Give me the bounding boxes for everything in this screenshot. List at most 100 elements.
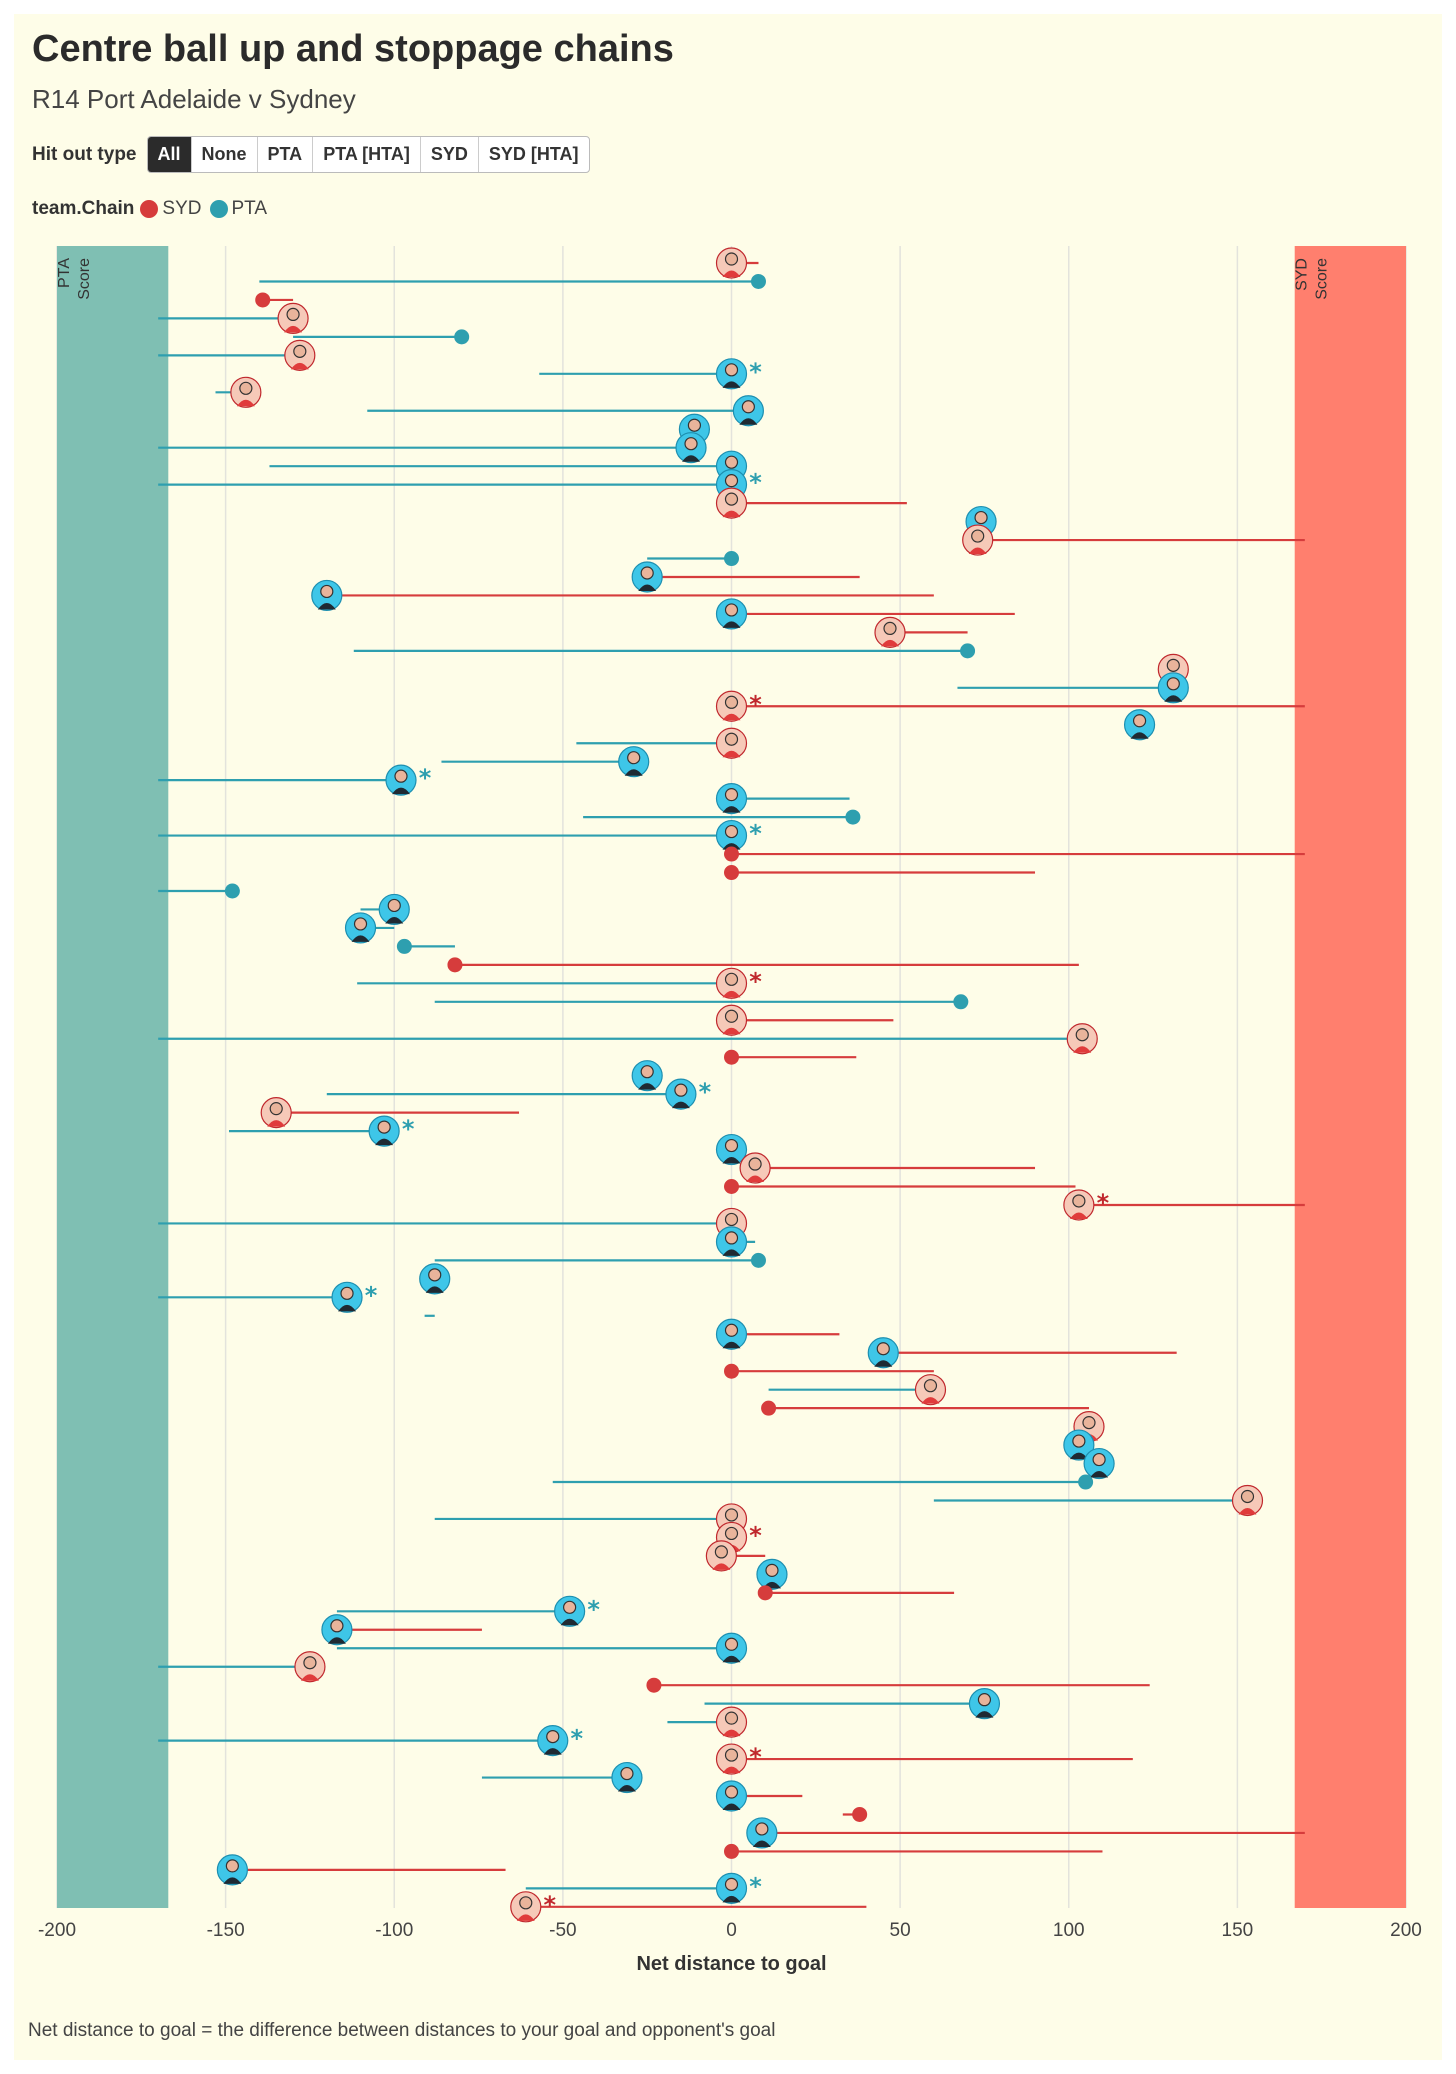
marker-jumper bbox=[722, 1766, 741, 1774]
marker-head bbox=[340, 1286, 354, 1300]
chain-chart: PTA Score SYD Score-200 -150 -100 -50 0 50 100 150… bbox=[38, 246, 1422, 1975]
syd-player-marker bbox=[962, 524, 994, 556]
syd-player-marker bbox=[739, 1152, 771, 1184]
pta-player-marker bbox=[378, 893, 410, 926]
marker-head bbox=[620, 1766, 634, 1781]
syd-end-dot bbox=[724, 865, 739, 881]
marker-head bbox=[714, 1545, 728, 1559]
marker-jumper bbox=[722, 1655, 741, 1663]
marker-jumper bbox=[722, 1895, 741, 1903]
syd-player-marker bbox=[715, 1004, 748, 1036]
syd-end-dot bbox=[757, 1585, 773, 1601]
legend-swatch-syd bbox=[140, 200, 159, 218]
marker-head bbox=[724, 603, 739, 617]
marker-head bbox=[286, 307, 300, 322]
syd-player-marker bbox=[277, 302, 309, 335]
footnote: Net distance to goal = the difference be… bbox=[28, 2020, 776, 2041]
marker-jumper bbox=[223, 1877, 242, 1884]
marker-jumper bbox=[722, 990, 741, 998]
marker-head bbox=[1092, 1452, 1106, 1467]
syd-player-marker bbox=[705, 1540, 737, 1572]
marker-jumper bbox=[300, 1674, 319, 1681]
filter-option-all[interactable]: All bbox=[147, 137, 192, 172]
marker-jumper bbox=[881, 639, 900, 647]
marker-head bbox=[748, 1157, 762, 1171]
marker-jumper bbox=[560, 1618, 579, 1626]
marker-head bbox=[684, 437, 698, 451]
marker-head bbox=[724, 788, 739, 802]
pta-player-marker bbox=[311, 579, 343, 612]
marker-head bbox=[519, 1896, 533, 1910]
marker-jumper bbox=[722, 381, 741, 388]
marker-jumper bbox=[375, 1138, 394, 1146]
filter-option-pta-hta[interactable]: PTA [HTA] bbox=[313, 137, 421, 172]
marker-head bbox=[303, 1656, 317, 1670]
pta-player-marker bbox=[1083, 1447, 1115, 1480]
chart-title: Centre ball up and stoppage chains bbox=[32, 28, 674, 70]
score-star: * bbox=[749, 820, 762, 848]
pta-player-marker bbox=[675, 432, 707, 464]
pta-end-dot bbox=[224, 883, 240, 899]
marker-jumper bbox=[338, 1304, 357, 1312]
marker-head bbox=[546, 1729, 560, 1744]
filter-option-pta[interactable]: PTA bbox=[258, 137, 314, 172]
filter-option-none[interactable]: None bbox=[192, 137, 258, 172]
legend-label-syd: SYD bbox=[162, 198, 202, 219]
marker-head bbox=[225, 1859, 239, 1873]
marker-jumper bbox=[1069, 1212, 1088, 1219]
pta-end-dot bbox=[750, 273, 766, 289]
filter-option-syd-hta[interactable]: SYD [HTA] bbox=[488, 144, 579, 164]
marker-head bbox=[640, 566, 654, 580]
marker-head bbox=[883, 621, 897, 636]
marker-head bbox=[977, 1693, 992, 1707]
score-star: * bbox=[543, 1891, 556, 1919]
marker-head bbox=[724, 1748, 739, 1762]
pta-player-marker bbox=[715, 1133, 748, 1166]
pta-player-marker: * bbox=[385, 764, 432, 796]
pta-end-dot bbox=[1078, 1474, 1094, 1490]
legend-label-pta: PTA bbox=[231, 198, 268, 219]
x-tick-label: 50 bbox=[890, 1920, 911, 1941]
filter-option-syd[interactable]: SYD bbox=[421, 137, 479, 172]
score-star: * bbox=[749, 1743, 762, 1771]
x-tick-label: -200 bbox=[38, 1920, 76, 1941]
pta-end-dot bbox=[960, 643, 976, 659]
pta-player-marker bbox=[867, 1337, 899, 1369]
marker-jumper bbox=[874, 1360, 893, 1367]
marker-head bbox=[724, 1009, 739, 1023]
marker-jumper bbox=[722, 1729, 741, 1737]
marker-jumper bbox=[638, 584, 657, 591]
pta-zone-label-1: Score bbox=[76, 258, 93, 300]
score-star: * bbox=[699, 1078, 712, 1106]
pta-player-marker bbox=[715, 598, 748, 630]
marker-head bbox=[627, 751, 641, 765]
marker-jumper bbox=[624, 769, 643, 776]
syd-player-marker bbox=[914, 1374, 947, 1406]
syd-player-marker: * bbox=[715, 967, 762, 999]
marker-jumper bbox=[722, 843, 741, 850]
marker-jumper bbox=[317, 602, 336, 610]
syd-player-marker bbox=[260, 1097, 292, 1129]
marker-jumper bbox=[722, 1341, 741, 1349]
marker-head bbox=[387, 898, 401, 913]
hit-out-type-filter: Hit out type All None PTA PTA [HTA] SYD … bbox=[32, 136, 590, 173]
marker-jumper bbox=[290, 362, 309, 370]
marker-jumper bbox=[425, 1286, 444, 1293]
marker-head bbox=[724, 1323, 739, 1337]
pta-end-dot bbox=[845, 809, 861, 825]
marker-head bbox=[1072, 1194, 1086, 1208]
syd-player-marker bbox=[1231, 1484, 1264, 1517]
marker-head bbox=[724, 1877, 739, 1891]
legend-item-syd[interactable]: SYD bbox=[140, 198, 202, 220]
pta-player-marker bbox=[715, 783, 748, 815]
syd-end-dot bbox=[852, 1806, 868, 1822]
chart-subtitle: R14 Port Adelaide v Sydney bbox=[32, 84, 356, 114]
marker-jumper bbox=[722, 510, 741, 518]
legend-item-pta[interactable]: PTA bbox=[209, 198, 268, 220]
marker-head bbox=[640, 1065, 654, 1079]
pta-player-marker: * bbox=[368, 1115, 415, 1147]
pta-end-dot bbox=[953, 994, 969, 1010]
marker-jumper bbox=[543, 1748, 562, 1755]
marker-jumper bbox=[1238, 1507, 1257, 1515]
marker-head bbox=[724, 1637, 739, 1651]
